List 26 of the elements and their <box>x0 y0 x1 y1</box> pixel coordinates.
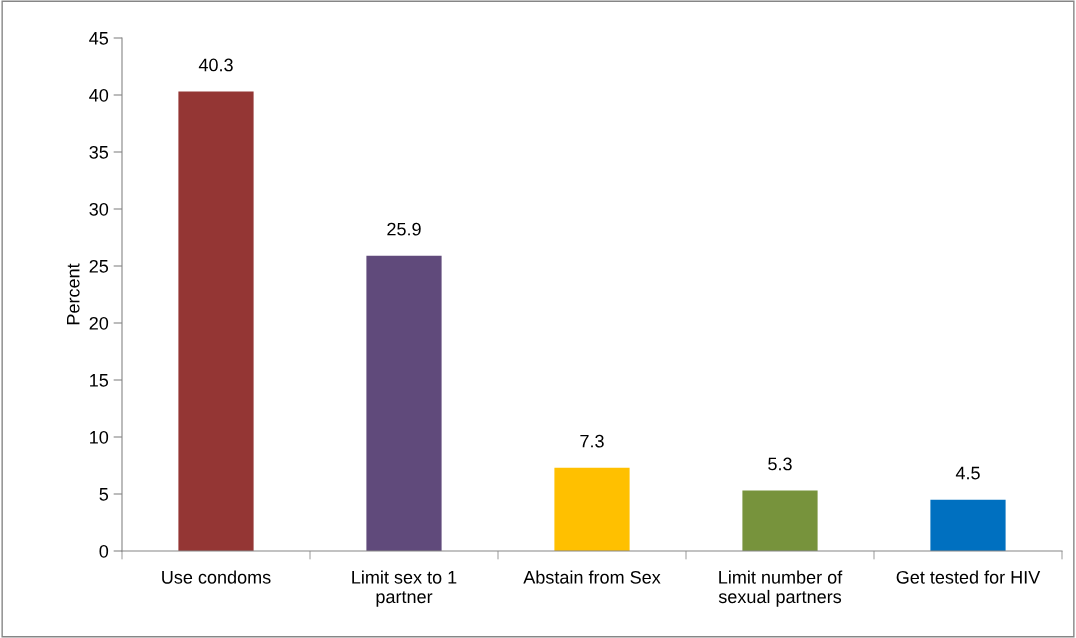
x-tick-label: Abstain from Sex <box>523 570 661 584</box>
bar <box>742 490 818 551</box>
x-tick-label: Limit sex to 1 partner <box>352 570 457 607</box>
bar <box>366 255 442 551</box>
data-label: 40.3 <box>198 58 233 72</box>
data-label: 7.3 <box>580 434 604 448</box>
x-tick-label: Use condoms <box>162 570 271 584</box>
y-tick-label: 40 <box>89 88 109 102</box>
bar <box>554 467 630 551</box>
data-label: 4.5 <box>955 466 980 480</box>
y-tick-label: 25 <box>89 259 109 273</box>
y-tick-label: 35 <box>89 145 109 159</box>
y-tick-label: 45 <box>89 32 109 45</box>
x-tick-label: Limit number of sexual partners <box>718 570 843 607</box>
y-tick-label: 30 <box>89 202 109 216</box>
y-tick-label: 20 <box>89 316 109 330</box>
y-tick-label: 10 <box>90 430 109 444</box>
data-label: 5.3 <box>768 457 792 471</box>
bar <box>178 91 254 551</box>
y-axis-title: Percent <box>67 263 80 325</box>
y-tick-label: 15 <box>90 374 109 387</box>
y-tick-label: 0 <box>99 544 109 558</box>
x-tick-label: Get tested for HIV <box>896 570 1041 584</box>
y-tick-label: 5 <box>99 488 109 501</box>
data-label: 25.9 <box>387 222 421 236</box>
bar <box>930 499 1006 551</box>
